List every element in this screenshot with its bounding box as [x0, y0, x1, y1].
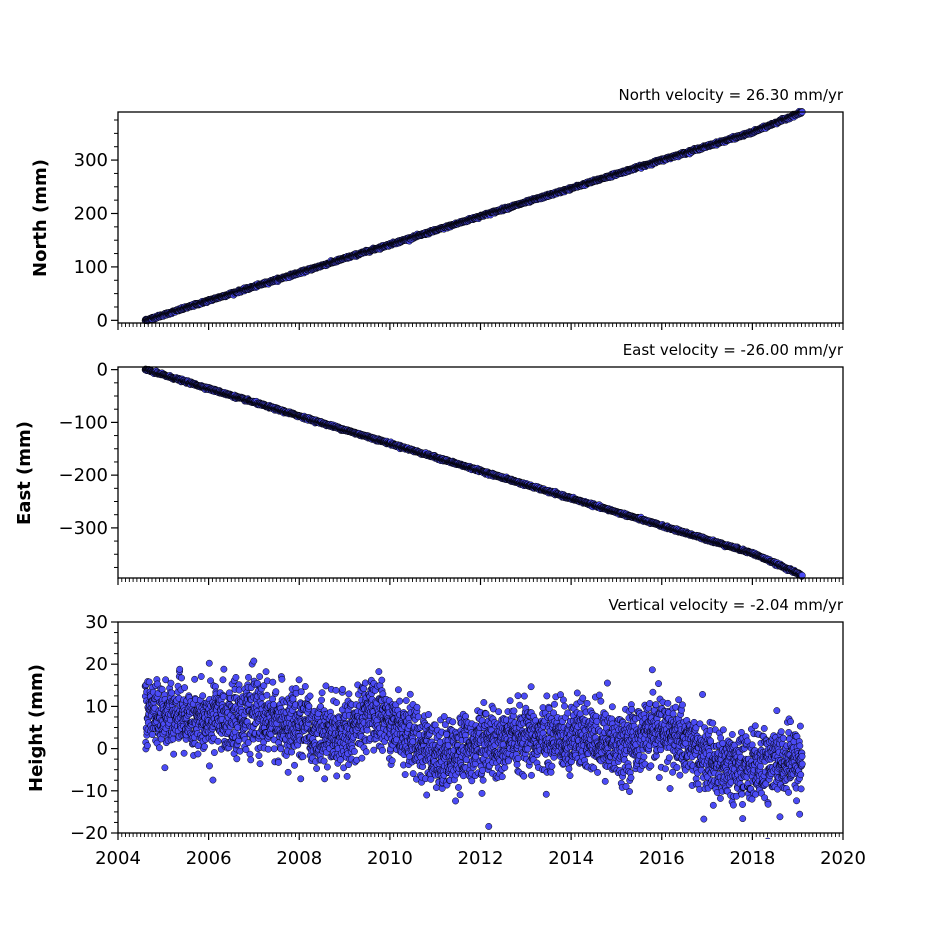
north-y-axis-label: North (mm) [30, 159, 51, 277]
north-points [141, 107, 806, 325]
north-y-tick-label: 0 [97, 310, 108, 331]
north-y-tick-label: 300 [74, 150, 108, 171]
north-y-tick-label: 100 [74, 257, 108, 278]
north-velocity-label: North velocity = 26.30 mm/yr [619, 86, 844, 104]
north-y-tick-label: 200 [74, 203, 108, 224]
east-velocity-label: East velocity = -26.00 mm/yr [623, 341, 844, 359]
north-panel: North velocity = 26.30 mm/yr 0100200300 … [30, 86, 844, 331]
